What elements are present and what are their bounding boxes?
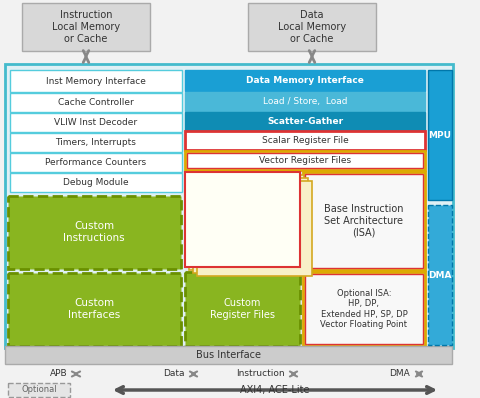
Text: DMA: DMA xyxy=(428,271,452,279)
Text: Timers, Interrupts: Timers, Interrupts xyxy=(56,138,136,147)
Text: AXI4, ACE-Lite: AXI4, ACE-Lite xyxy=(240,385,310,395)
Text: Optional ISA:
HP, DP,
Extended HP, SP, DP
Vector Floating Point: Optional ISA: HP, DP, Extended HP, SP, D… xyxy=(321,289,408,329)
Text: Cache Controller: Cache Controller xyxy=(58,98,134,107)
Bar xyxy=(185,172,425,347)
Text: Inst Memory Interface: Inst Memory Interface xyxy=(46,76,146,86)
Bar xyxy=(10,173,182,192)
Bar xyxy=(305,274,423,344)
Bar xyxy=(189,175,304,270)
Bar xyxy=(185,272,300,346)
Text: Instruction: Instruction xyxy=(236,369,285,378)
Text: Data Memory Interface: Data Memory Interface xyxy=(246,76,364,85)
Bar xyxy=(303,172,425,270)
Bar xyxy=(185,70,425,91)
Bar xyxy=(185,92,425,111)
Bar xyxy=(185,151,425,170)
Text: DMA: DMA xyxy=(389,369,410,378)
Text: Data
Local Memory
or Cache: Data Local Memory or Cache xyxy=(278,10,346,44)
Text: Load / Store,  Load: Load / Store, Load xyxy=(263,97,347,106)
Bar xyxy=(428,70,452,200)
Text: Base Instruction
Set Architecture
(ISA): Base Instruction Set Architecture (ISA) xyxy=(324,205,404,238)
Bar xyxy=(303,272,425,346)
Bar xyxy=(187,153,423,168)
Text: Scalar Processing
Units: Scalar Processing Units xyxy=(199,208,285,230)
Text: Bus Interface: Bus Interface xyxy=(195,350,261,360)
Text: MPU: MPU xyxy=(429,131,452,140)
Text: APB: APB xyxy=(50,369,68,378)
Bar xyxy=(5,64,453,348)
Bar xyxy=(5,346,452,364)
Text: Debug Module: Debug Module xyxy=(63,178,129,187)
Bar xyxy=(8,196,181,269)
Text: Instruction
Local Memory
or Cache: Instruction Local Memory or Cache xyxy=(52,10,120,44)
Bar xyxy=(10,93,182,112)
Text: Optional: Optional xyxy=(21,386,57,394)
Bar xyxy=(197,181,312,276)
Bar xyxy=(10,133,182,152)
Bar xyxy=(8,383,70,397)
Bar xyxy=(8,273,181,346)
Text: Custom
Instructions: Custom Instructions xyxy=(63,221,125,243)
Text: Custom
Interfaces: Custom Interfaces xyxy=(68,298,120,320)
Text: Scalar Register File: Scalar Register File xyxy=(262,136,348,145)
Text: Custom
Register Files: Custom Register Files xyxy=(209,298,275,320)
Text: Data: Data xyxy=(164,369,185,378)
Bar xyxy=(185,131,425,150)
Text: Performance Counters: Performance Counters xyxy=(46,158,146,167)
Text: VLIW Inst Decoder: VLIW Inst Decoder xyxy=(54,118,138,127)
Bar xyxy=(10,113,182,132)
Bar xyxy=(305,174,423,268)
Bar xyxy=(10,153,182,172)
Bar xyxy=(248,3,376,51)
Bar xyxy=(22,3,150,51)
Text: Vector Register Files: Vector Register Files xyxy=(259,156,351,165)
Text: Scatter-Gather: Scatter-Gather xyxy=(267,117,343,125)
Bar xyxy=(185,172,300,267)
Bar xyxy=(193,178,308,273)
Bar xyxy=(185,112,425,130)
Bar xyxy=(10,70,182,92)
Bar xyxy=(428,205,452,345)
